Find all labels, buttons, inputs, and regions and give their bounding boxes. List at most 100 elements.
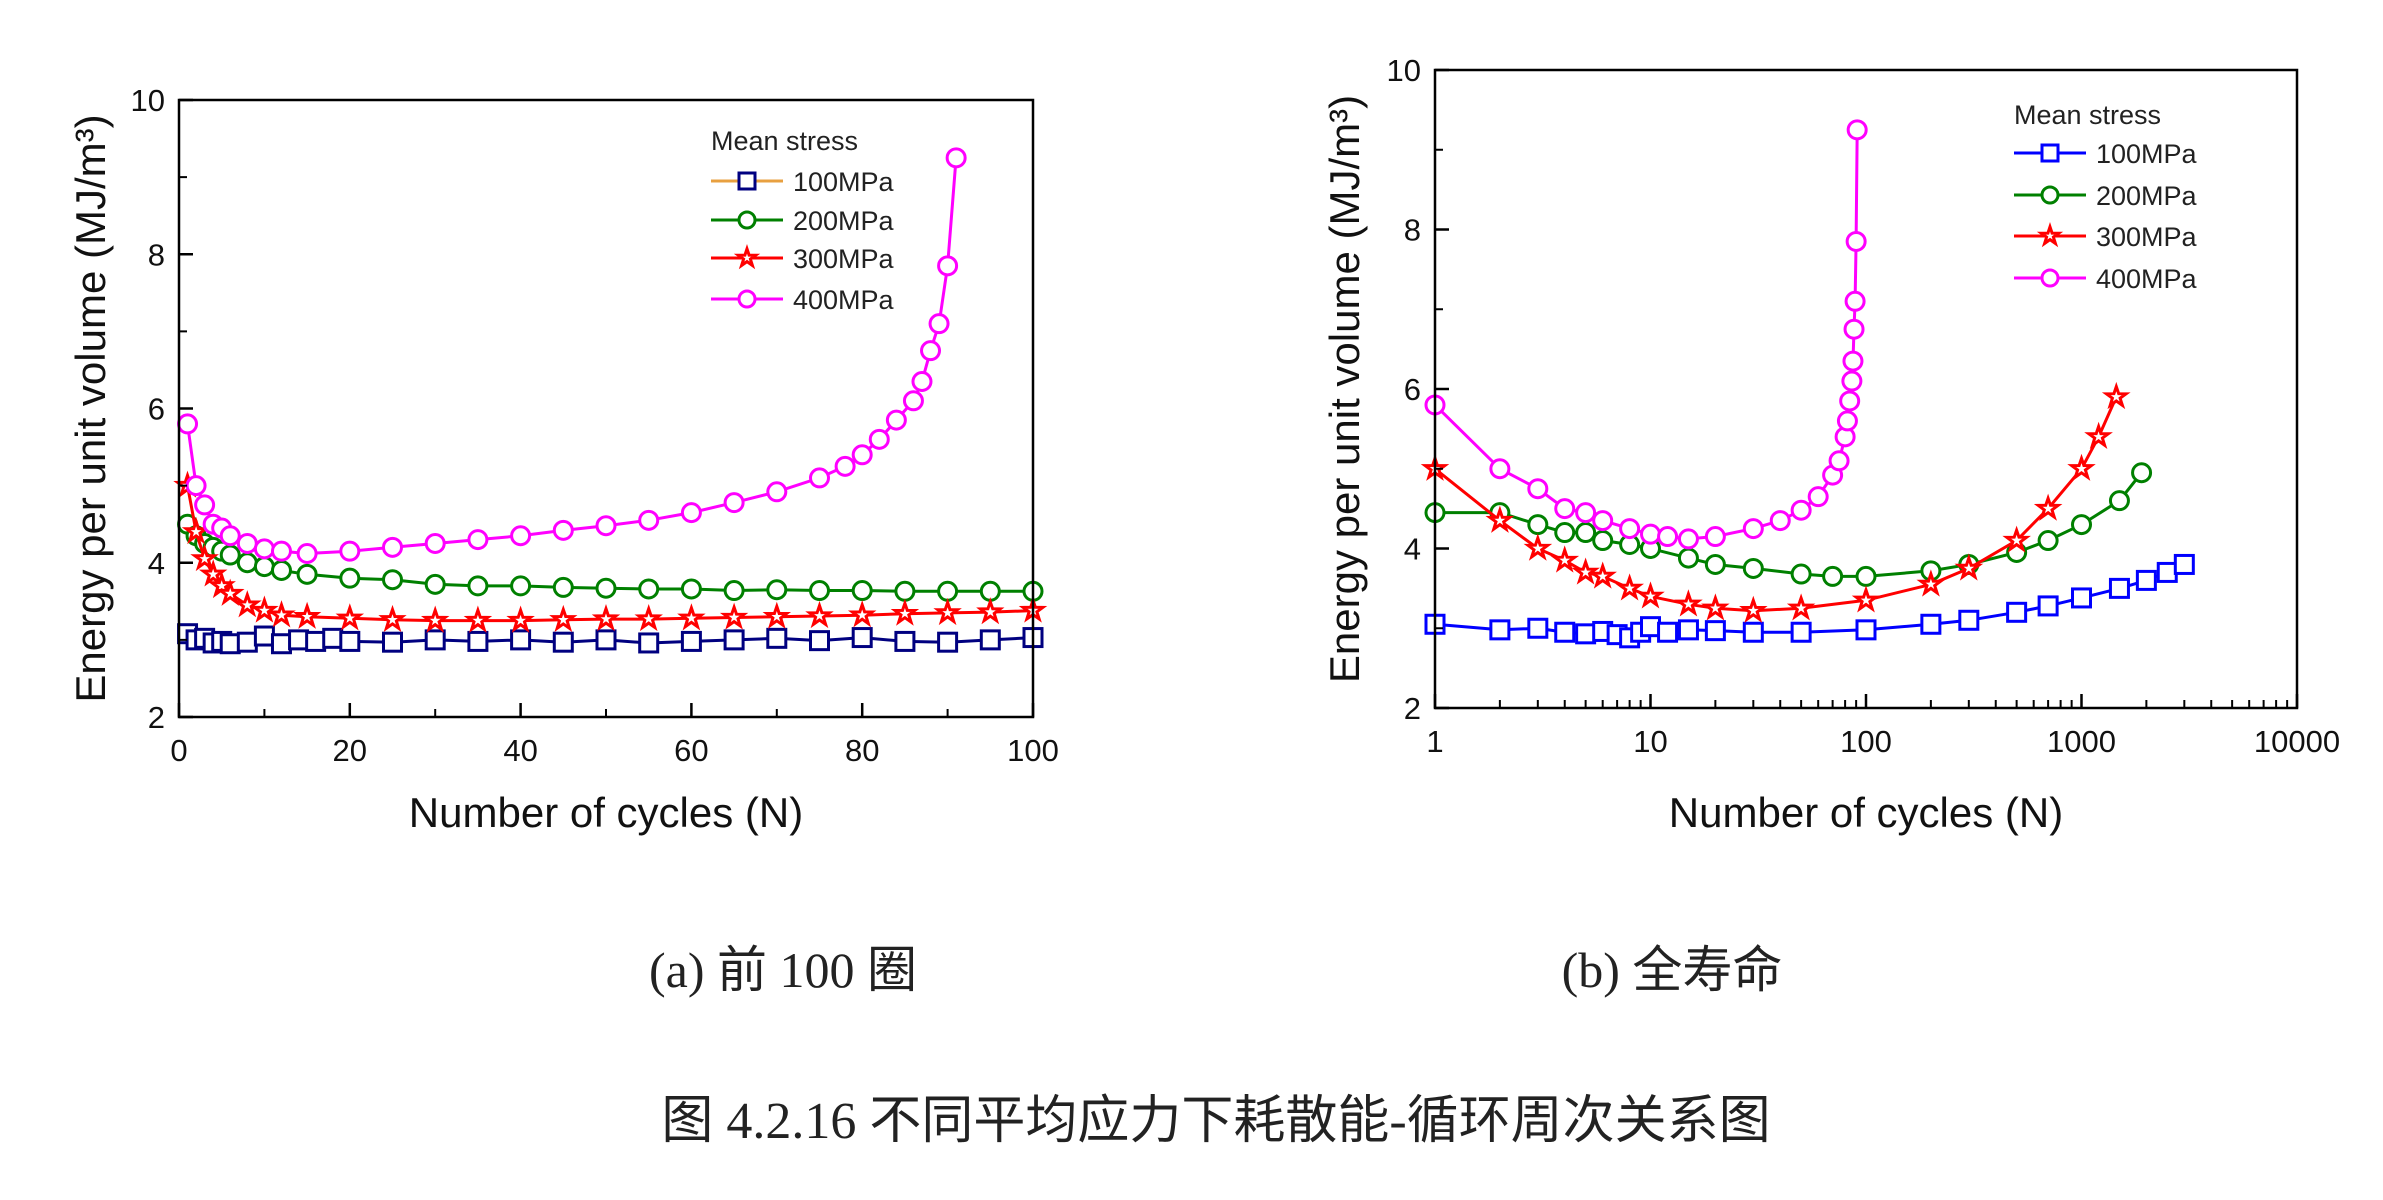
data-point-square (510, 629, 532, 651)
data-point-circle (382, 536, 403, 558)
legend: Mean stress 100MPa 200MPa 300MPa 400MPa (2014, 100, 2198, 294)
data-point-star (549, 604, 578, 632)
y-tick-label: 4 (148, 546, 165, 581)
x-tick-label: 0 (170, 733, 187, 768)
data-point-square (305, 630, 327, 652)
data-point-circle (911, 371, 933, 393)
data-point-star (1674, 589, 1703, 617)
data-point-star (335, 603, 365, 631)
data-point-circle (1843, 318, 1865, 340)
data-point-square (2135, 569, 2157, 591)
legend-title: Mean stress (2014, 100, 2161, 130)
data-point-circle (2131, 462, 2153, 484)
data-point-circle (723, 492, 745, 514)
caption-a: (a) 前 100 圈 (649, 942, 917, 998)
data-point-star (292, 601, 322, 629)
data-point-square (2037, 595, 2059, 617)
data-point-circle (920, 340, 942, 362)
data-point-circle (945, 147, 967, 169)
data-point-circle (1807, 486, 1829, 508)
data-point-circle (1677, 528, 1699, 550)
y-tick-label: 6 (1404, 372, 1421, 407)
data-point-circle (2108, 490, 2130, 512)
data-point-circle (270, 559, 292, 581)
data-point-square (851, 627, 873, 649)
data-point-star (378, 604, 407, 632)
data-point-star (181, 516, 211, 545)
data-point-circle (809, 467, 830, 489)
data-point-circle (219, 525, 241, 547)
data-point-square (339, 630, 361, 652)
data-point-circle (1839, 390, 1861, 412)
y-tick-label: 2 (1404, 691, 1421, 726)
data-point-circle (424, 573, 446, 595)
data-point-square (766, 627, 788, 649)
data-point-circle (595, 577, 617, 599)
data-point-star (1786, 593, 1816, 621)
data-point-square (595, 629, 617, 651)
data-point-circle (1619, 518, 1641, 540)
data-point-circle (737, 289, 757, 309)
data-point-star (933, 597, 962, 626)
data-point-circle (1527, 478, 1549, 500)
data-point-square (253, 625, 275, 647)
data-point-circle (296, 542, 318, 564)
data-point-star (1615, 573, 1645, 601)
data-point-star (2101, 381, 2131, 410)
x-tick-label: 20 (333, 733, 367, 768)
data-point-circle (1769, 510, 1791, 532)
y-tick-label: 6 (148, 392, 165, 427)
data-point-square (2156, 561, 2178, 583)
data-point-circle (680, 502, 702, 524)
series-300MPa (1420, 381, 2131, 623)
x-tick-label: 80 (845, 733, 879, 768)
data-point-square (322, 627, 344, 649)
data-point-star (890, 598, 920, 626)
data-point-circle (737, 210, 757, 230)
data-point-square (737, 171, 757, 191)
data-point-circle (885, 409, 907, 431)
legend-label: 300MPa (793, 244, 895, 274)
figure-caption: 图 4.2.16 不同平均应力下耗散能-循环周次关系图 (661, 1093, 1771, 1150)
data-point-circle (766, 579, 788, 601)
x-tick-label: 100 (1840, 724, 1892, 759)
data-point-circle (185, 475, 207, 497)
data-point-square (382, 631, 403, 653)
data-point-circle (902, 390, 924, 412)
legend-label: 400MPa (793, 285, 895, 315)
data-point-circle (253, 538, 275, 560)
data-point-circle (467, 575, 489, 597)
data-point-star (190, 543, 220, 572)
data-point-star (1701, 593, 1730, 621)
data-point-circle (723, 580, 745, 602)
data-point-square (1958, 609, 1980, 631)
data-point-star (2036, 222, 2064, 248)
data-point-circle (1855, 565, 1877, 587)
legend-label: 300MPa (2096, 222, 2198, 252)
data-point-square (270, 633, 292, 655)
data-point-circle (1844, 290, 1866, 312)
data-point-circle (1790, 563, 1812, 585)
x-tick-label: 10000 (2254, 724, 2340, 759)
data-point-circle (1742, 557, 1764, 579)
data-point-star (2067, 453, 2096, 481)
data-point-star (1739, 595, 1768, 623)
data-point-square (2040, 143, 2060, 163)
legend-label: 400MPa (2096, 264, 2198, 294)
legend-label: 100MPa (2096, 139, 2198, 169)
x-tick-label: 10 (1633, 724, 1667, 759)
legend-label: 200MPa (793, 206, 895, 236)
y-tick-label: 4 (1404, 532, 1421, 567)
data-point-square (2173, 553, 2195, 575)
series-100MPa (177, 623, 1044, 655)
y-tick-label: 10 (131, 83, 165, 118)
data-point-square (219, 633, 241, 655)
data-point-circle (638, 509, 660, 531)
legend-label: 100MPa (793, 167, 895, 197)
data-point-square (1657, 621, 1679, 643)
data-point-star (634, 604, 663, 632)
data-point-circle (424, 532, 446, 554)
data-point-square (1527, 617, 1549, 639)
data-point-circle (766, 481, 788, 503)
